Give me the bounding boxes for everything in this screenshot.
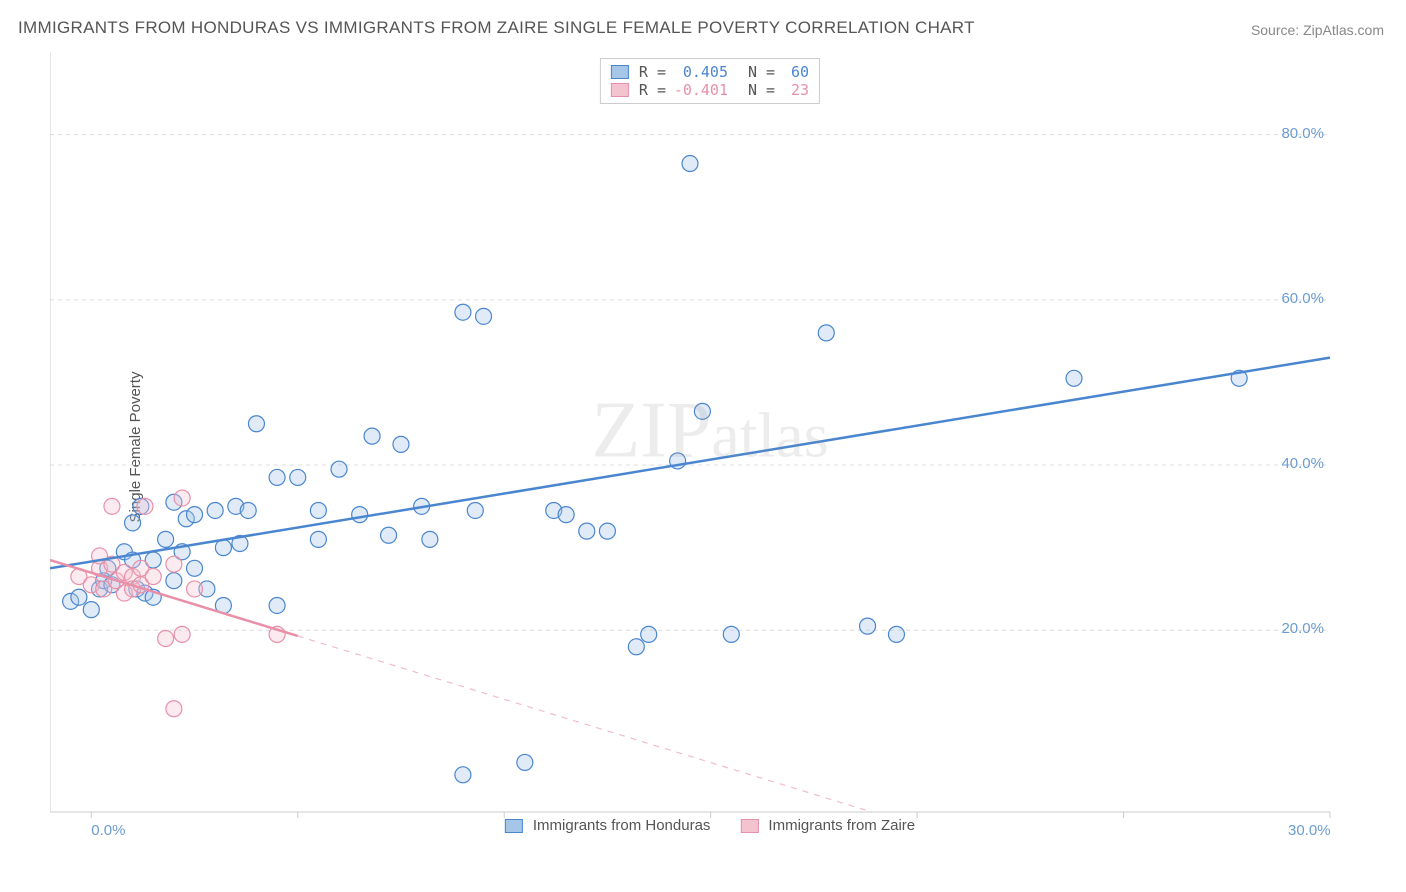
legend-correlation-row: R = -0.401 N = 23 [611, 81, 809, 99]
r-value: -0.401 [672, 81, 728, 99]
x-tick-label: 30.0% [1288, 822, 1331, 839]
chart-title: IMMIGRANTS FROM HONDURAS VS IMMIGRANTS F… [18, 18, 975, 38]
legend-series-label: Immigrants from Honduras [533, 817, 711, 834]
legend-series-item: Immigrants from Honduras [505, 817, 711, 834]
source-label: Source: ZipAtlas.com [1251, 22, 1384, 38]
r-label: R = [639, 81, 666, 99]
n-value: 23 [781, 81, 809, 99]
legend-correlation: R = 0.405 N = 60 R = -0.401 N = 23 [600, 58, 820, 104]
legend-swatch [611, 65, 629, 79]
legend-swatch [505, 819, 523, 833]
legend-swatch [740, 819, 758, 833]
y-tick-label: 80.0% [1281, 125, 1324, 142]
r-value: 0.405 [672, 63, 728, 81]
n-value: 60 [781, 63, 809, 81]
legend-swatch [611, 83, 629, 97]
y-tick-label: 60.0% [1281, 290, 1324, 307]
r-label: R = [639, 63, 666, 81]
y-tick-label: 20.0% [1281, 620, 1324, 637]
y-tick-label: 40.0% [1281, 455, 1324, 472]
x-tick-label: 0.0% [91, 822, 125, 839]
n-label: N = [748, 81, 775, 99]
legend-series-item: Immigrants from Zaire [740, 817, 915, 834]
legend-correlation-row: R = 0.405 N = 60 [611, 63, 809, 81]
legend-series: Immigrants from Honduras Immigrants from … [505, 817, 915, 834]
scatter-plot [50, 52, 1370, 842]
legend-series-label: Immigrants from Zaire [768, 817, 915, 834]
chart-area: Single Female Poverty ZIPatlas R =0.405N… [50, 52, 1370, 842]
n-label: N = [748, 63, 775, 81]
